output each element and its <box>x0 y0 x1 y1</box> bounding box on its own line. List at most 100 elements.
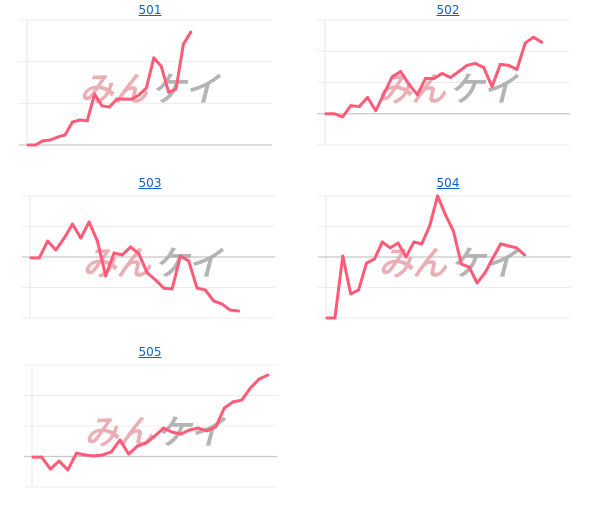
chart-title-link[interactable]: 504 <box>436 176 460 190</box>
watermark-logo: みん ケイ <box>379 244 521 284</box>
data-point <box>332 112 336 116</box>
data-point <box>341 254 345 258</box>
chart-title-link[interactable]: 501 <box>138 3 162 17</box>
chart-panel-504: 504 みん ケイ <box>298 173 598 343</box>
data-point <box>459 262 463 266</box>
data-point <box>152 56 156 60</box>
data-point <box>222 406 226 410</box>
data-point <box>187 259 191 263</box>
watermark-logo: みん ケイ <box>83 244 225 284</box>
chart-title-link[interactable]: 503 <box>138 176 162 190</box>
data-point <box>523 253 526 257</box>
data-point <box>178 254 182 258</box>
data-point <box>357 288 361 292</box>
data-point <box>31 455 35 459</box>
data-point <box>41 139 45 143</box>
data-point <box>195 286 199 290</box>
data-point <box>357 105 361 109</box>
data-point <box>465 63 469 67</box>
data-point <box>40 455 44 459</box>
data-point <box>396 241 400 245</box>
data-point <box>483 271 487 275</box>
data-point <box>333 316 337 320</box>
data-point <box>214 425 218 429</box>
data-point <box>145 271 149 275</box>
data-point <box>532 35 535 39</box>
data-point <box>48 467 52 471</box>
data-point <box>475 281 479 285</box>
data-point <box>56 135 60 139</box>
data-point <box>499 242 503 246</box>
data-point <box>390 75 394 79</box>
data-point <box>118 438 122 442</box>
chart-title-link[interactable]: 505 <box>138 345 162 359</box>
data-point <box>349 104 353 108</box>
data-point <box>85 119 89 123</box>
series-line <box>327 194 526 320</box>
data-point <box>137 93 141 97</box>
data-point <box>120 253 124 257</box>
data-point <box>196 426 200 430</box>
data-point <box>179 432 183 436</box>
data-point <box>407 82 411 86</box>
data-point <box>374 109 378 113</box>
data-point <box>162 426 165 430</box>
data-point <box>137 252 141 256</box>
data-point <box>228 308 232 312</box>
data-point <box>205 429 209 433</box>
data-point <box>515 67 519 71</box>
data-point <box>188 428 192 432</box>
chart-title-link[interactable]: 502 <box>436 3 460 17</box>
data-point <box>189 30 193 34</box>
data-point <box>404 255 408 259</box>
data-point <box>167 90 171 94</box>
line-chart: みん ケイ <box>24 364 277 488</box>
data-point <box>135 444 139 448</box>
data-point <box>75 451 78 455</box>
data-point <box>341 115 345 119</box>
data-point <box>109 450 113 454</box>
svg-text:みん: みん <box>83 244 152 284</box>
data-point <box>104 274 108 278</box>
data-point <box>491 256 495 260</box>
data-point <box>54 248 58 252</box>
data-point <box>71 222 74 226</box>
svg-text:みん: みん <box>85 413 154 453</box>
data-point <box>70 120 74 124</box>
data-point <box>170 430 174 434</box>
data-point <box>220 302 224 306</box>
data-point <box>174 87 178 91</box>
data-point <box>467 265 471 269</box>
data-point <box>115 97 119 101</box>
data-point <box>203 288 207 292</box>
data-point <box>349 292 353 296</box>
data-point <box>366 96 369 99</box>
data-point <box>62 236 66 240</box>
data-point <box>162 286 166 290</box>
line-chart: みん ケイ <box>22 195 275 319</box>
data-point <box>78 118 82 122</box>
data-point <box>388 246 392 250</box>
data-point <box>249 386 252 390</box>
data-point <box>33 143 37 147</box>
data-point <box>540 40 544 44</box>
svg-text:ケイ: ケイ <box>157 413 227 453</box>
data-point <box>57 459 61 463</box>
data-point <box>523 41 527 45</box>
data-point <box>449 76 452 79</box>
data-point <box>107 105 111 109</box>
chart-panel-505: 505 みん ケイ <box>0 342 300 512</box>
chart-panel-501: 501 みん ケイ <box>0 0 300 170</box>
data-point <box>144 441 148 445</box>
chart-panel-503: 503 みん ケイ <box>0 173 300 343</box>
data-point <box>66 468 70 472</box>
data-point <box>153 434 157 438</box>
data-point <box>212 299 216 303</box>
data-point <box>415 93 419 97</box>
data-point <box>26 143 30 147</box>
data-point <box>412 240 416 244</box>
data-point <box>129 245 133 249</box>
data-point <box>507 244 511 248</box>
data-point <box>324 112 328 116</box>
data-point <box>100 104 104 108</box>
